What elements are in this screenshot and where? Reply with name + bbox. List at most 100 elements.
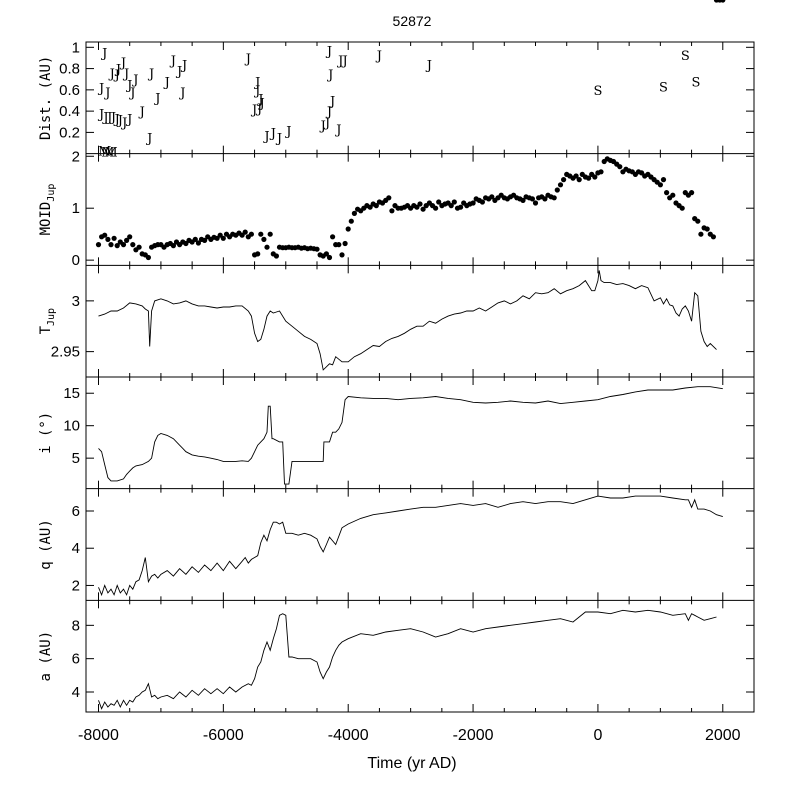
moid-point bbox=[339, 252, 345, 258]
y-tick-label: 0 bbox=[72, 252, 80, 269]
moid-point bbox=[102, 232, 108, 238]
y-tick-label: 15 bbox=[63, 385, 80, 402]
encounter-J: J bbox=[147, 67, 154, 82]
moid-point bbox=[689, 190, 695, 196]
encounter-J: J bbox=[262, 130, 269, 145]
encounter-J: J bbox=[163, 75, 170, 90]
encounter-J: J bbox=[328, 95, 335, 110]
y-axis-label-incl: i (°) bbox=[38, 412, 54, 454]
encounter-J: J bbox=[108, 67, 115, 82]
panel-tjup: 2.95 3 TJup bbox=[38, 264, 754, 377]
moid-point bbox=[586, 175, 592, 181]
moid-point bbox=[561, 177, 567, 183]
encounter-J: J bbox=[122, 67, 129, 82]
series-line-incl bbox=[98, 386, 723, 485]
encounter-M: M bbox=[101, 146, 114, 161]
moid-point bbox=[458, 204, 464, 210]
series-line-tjup bbox=[98, 270, 717, 371]
encounter-S: S bbox=[681, 49, 690, 64]
panel-moid: 0 1 2 MOIDJup bbox=[38, 0, 754, 269]
y-tick-label: 6 bbox=[72, 651, 80, 668]
y-tick-label: 2 bbox=[72, 577, 80, 594]
moid-point bbox=[373, 203, 379, 209]
moid-point bbox=[557, 182, 564, 188]
encounter-J: J bbox=[169, 54, 176, 69]
y-tick-label: 2.95 bbox=[51, 344, 80, 361]
moid-point bbox=[720, 0, 726, 3]
moid-point bbox=[267, 231, 273, 237]
y-tick-label: 0.4 bbox=[59, 103, 80, 120]
moid-point bbox=[698, 231, 704, 237]
moid-point bbox=[105, 236, 111, 242]
moid-point bbox=[195, 240, 201, 246]
y-tick-label: 0.8 bbox=[59, 61, 80, 78]
moid-point bbox=[261, 236, 267, 242]
moid-point bbox=[124, 237, 130, 243]
y-tick-label: 10 bbox=[63, 418, 80, 435]
encounter-J: J bbox=[125, 79, 132, 94]
moid-point bbox=[342, 240, 348, 247]
moid-point bbox=[679, 205, 685, 211]
encounter-S: S bbox=[593, 84, 602, 99]
y-tick-label: 5 bbox=[72, 450, 80, 467]
panel-q: 2 4 6 q (AU) bbox=[38, 488, 754, 601]
moid-point bbox=[330, 234, 336, 240]
moid-point bbox=[554, 187, 560, 193]
moid-point bbox=[529, 196, 536, 202]
moid-point bbox=[710, 234, 717, 240]
moid-point bbox=[255, 251, 261, 257]
moid-point bbox=[489, 194, 495, 200]
y-axis-label-subscript: Jup bbox=[46, 308, 57, 326]
moid-point bbox=[617, 164, 623, 170]
moid-point bbox=[433, 205, 439, 211]
encounter-J: J bbox=[128, 86, 135, 101]
moid-point bbox=[192, 236, 198, 242]
moid-point bbox=[598, 169, 604, 175]
encounter-J: J bbox=[284, 124, 291, 139]
encounter-J: J bbox=[323, 116, 330, 131]
moid-point bbox=[120, 242, 127, 248]
encounter-J: J bbox=[101, 110, 108, 125]
moid-point bbox=[108, 242, 114, 248]
encounter-S: S bbox=[691, 75, 700, 90]
y-tick-label: 0.2 bbox=[59, 124, 80, 141]
encounter-J: J bbox=[425, 58, 432, 73]
y-tick-label: 1 bbox=[72, 200, 80, 217]
encounter-J: J bbox=[180, 58, 187, 73]
encounter-J: J bbox=[116, 114, 123, 129]
encounter-J: J bbox=[125, 113, 132, 128]
encounter-J: J bbox=[256, 92, 263, 107]
moid-point bbox=[326, 254, 333, 261]
x-axis: -8000 -6000 -4000 -2000 0 2000 bbox=[78, 727, 741, 744]
encounter-J: J bbox=[131, 73, 138, 88]
moid-point bbox=[258, 231, 264, 237]
moid-point bbox=[145, 254, 151, 261]
moid-point bbox=[542, 196, 548, 202]
moid-point bbox=[367, 204, 373, 210]
moid-point bbox=[248, 231, 254, 237]
moid-point bbox=[351, 210, 357, 216]
panel-incl: 5 10 15 i (°) bbox=[38, 376, 754, 489]
moid-point bbox=[389, 208, 395, 214]
moid-point bbox=[551, 195, 557, 201]
encounter-J: J bbox=[105, 110, 112, 125]
moid-point bbox=[127, 234, 133, 240]
encounter-J: J bbox=[340, 54, 347, 69]
y-axis-label-dist: Dist. (AU) bbox=[38, 56, 54, 140]
moid-point bbox=[592, 174, 598, 180]
encounter-J: J bbox=[97, 107, 104, 122]
x-axis-label: Time (yr AD) bbox=[367, 755, 456, 772]
encounter-J: J bbox=[178, 86, 185, 101]
encounter-J: J bbox=[97, 82, 104, 97]
moid-point bbox=[336, 242, 342, 248]
encounter-J: J bbox=[113, 68, 120, 83]
encounter-J: J bbox=[145, 132, 152, 147]
encounter-J: J bbox=[253, 84, 260, 99]
encounter-J: J bbox=[250, 103, 257, 118]
x-tick-label: -8000 bbox=[78, 727, 119, 744]
moid-point bbox=[479, 199, 485, 205]
figure-title: 52872 bbox=[393, 13, 432, 29]
